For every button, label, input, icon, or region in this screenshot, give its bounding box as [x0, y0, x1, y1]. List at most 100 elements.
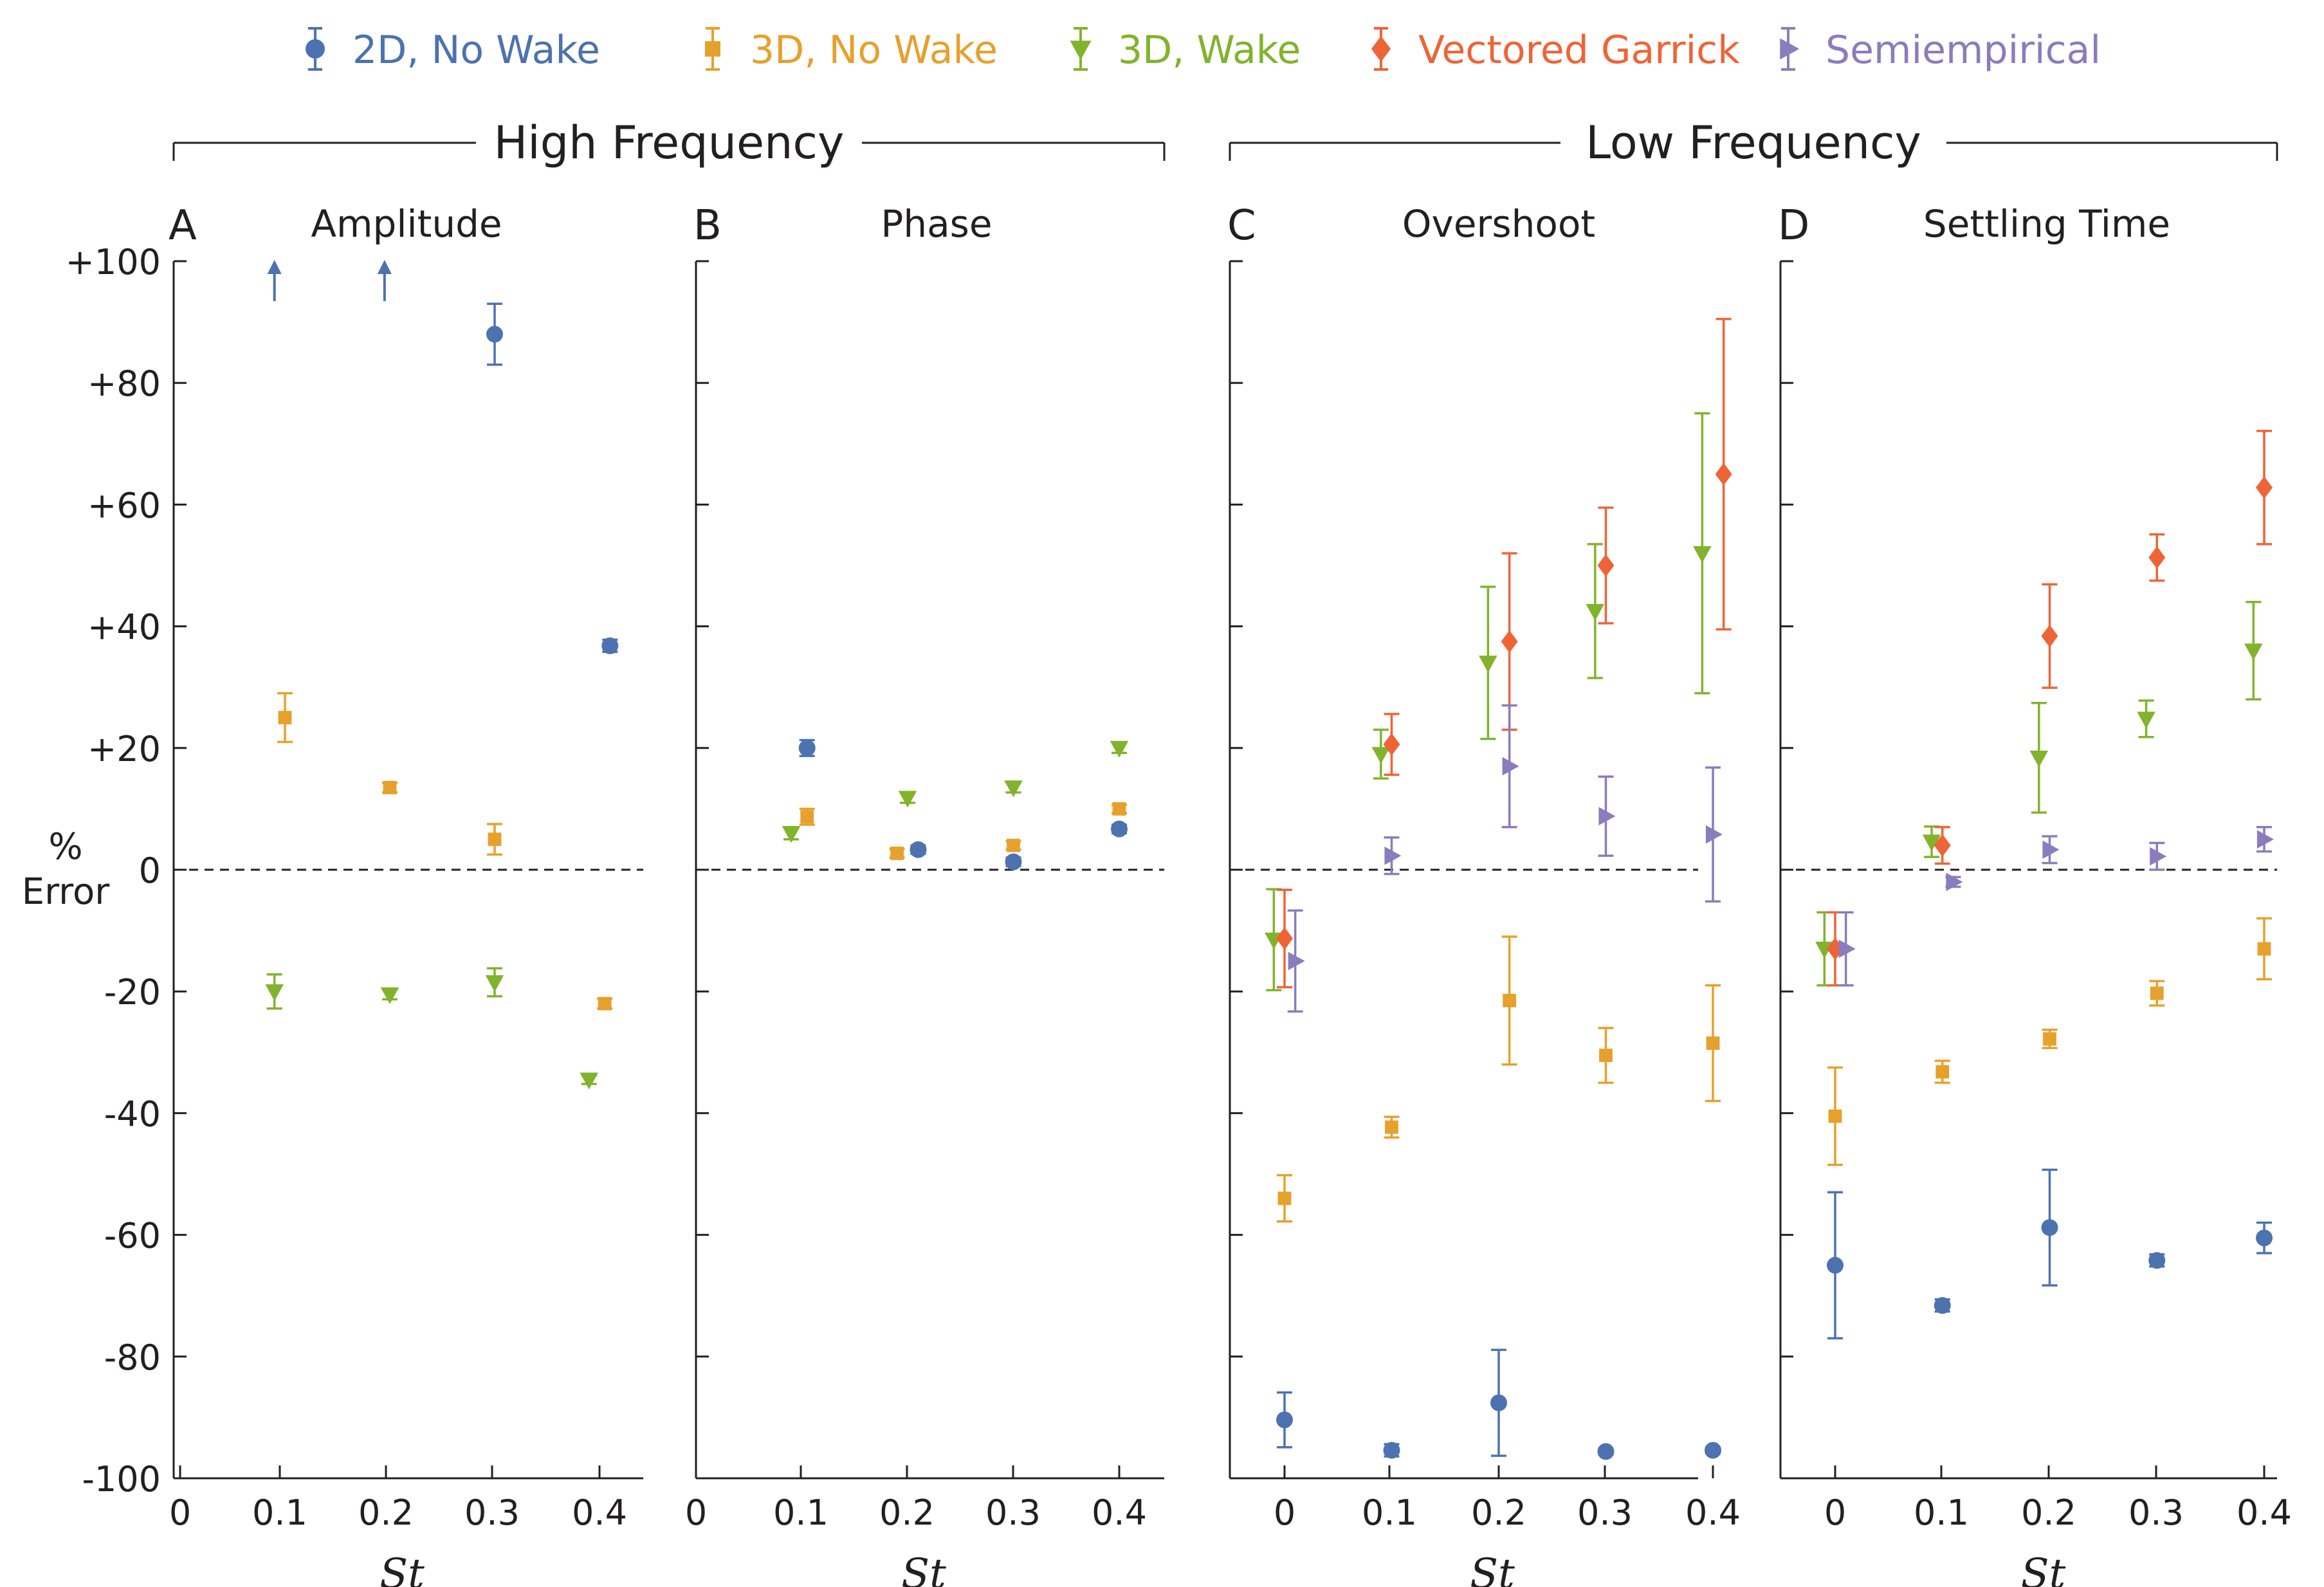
marker — [1385, 1120, 1398, 1134]
panel-overshoot: 0 0.1 0.2 0.3 0.4 St C Overshoot — [1227, 202, 1741, 1587]
panel-title: Settling Time — [1923, 202, 2170, 246]
legend-item-2d-no-wake: 2D, No Wake — [306, 27, 600, 73]
marker — [910, 841, 927, 858]
series-3d-no-wake — [1827, 917, 2272, 1166]
legend-label: 2D, No Wake — [352, 28, 600, 73]
data-point — [2149, 841, 2167, 871]
legend-item-3d-wake: 3D, Wake — [1070, 27, 1301, 73]
marker — [1715, 463, 1732, 486]
marker — [1693, 546, 1712, 564]
x-tick-label: 0.2 — [2021, 1492, 2076, 1533]
marker — [1838, 939, 1856, 959]
data-point — [1827, 1066, 1843, 1166]
legend-label: 3D, Wake — [1118, 28, 1301, 73]
marker — [1598, 807, 1616, 826]
marker — [488, 832, 502, 847]
legend-label: 3D, No Wake — [750, 28, 998, 73]
x-tick-label: 0.4 — [2237, 1492, 2292, 1533]
marker — [278, 711, 292, 724]
off-scale-arrow — [377, 260, 392, 301]
data-point — [1384, 836, 1402, 876]
series-vectored-garrick — [1827, 430, 2273, 987]
data-point — [1598, 1027, 1614, 1084]
data-point — [2256, 430, 2273, 546]
data-point — [1276, 1391, 1293, 1449]
x-tick-label: 0.1 — [252, 1492, 307, 1533]
marker — [1112, 802, 1126, 816]
data-point — [486, 302, 503, 366]
marker — [798, 739, 816, 757]
series-3d-wake — [1265, 412, 1712, 992]
marker — [1007, 838, 1020, 852]
data-point — [1110, 740, 1129, 758]
marker — [2042, 840, 2060, 859]
group-label: Low Frequency — [1586, 116, 1921, 169]
data-point — [1371, 728, 1391, 780]
data-point — [1501, 552, 1518, 731]
series-3d-no-wake — [799, 802, 1127, 860]
marker — [2043, 1032, 2056, 1046]
series-2d-no-wake — [486, 302, 619, 654]
y-axis-label-line1: % — [48, 826, 82, 868]
data-point — [889, 847, 905, 860]
marker — [580, 1072, 598, 1090]
data-point — [1501, 704, 1519, 829]
marker — [1371, 747, 1391, 764]
series-3d-wake — [1815, 601, 2263, 987]
series-2d-no-wake — [1827, 1168, 2273, 1340]
marker — [1706, 1036, 1720, 1050]
marker — [1827, 1256, 1844, 1274]
data-point — [1277, 1174, 1292, 1223]
data-point — [601, 637, 619, 654]
data-point — [799, 807, 815, 826]
data-point — [487, 823, 502, 856]
data-point — [1598, 775, 1616, 857]
panel-letter: B — [693, 202, 722, 250]
series-3d-no-wake — [1277, 935, 1721, 1223]
data-point — [2042, 1029, 2058, 1049]
marker — [1586, 603, 1605, 621]
legend-marker — [306, 39, 325, 59]
legend-marker — [1780, 38, 1800, 60]
marker — [2029, 750, 2049, 767]
data-point — [2041, 583, 2058, 689]
data-point — [382, 780, 398, 794]
panel-letter: D — [1778, 202, 1809, 250]
legend-marker — [1371, 35, 1391, 62]
x-tick-label: 0 — [1824, 1492, 1846, 1533]
marker — [1503, 993, 1517, 1007]
legend: 2D, No Wake 3D, No Wake 3D, Wake Vectored G… — [306, 27, 2101, 73]
x-tick-label: 0.3 — [985, 1492, 1041, 1533]
data-point — [1490, 1348, 1507, 1457]
series-vectored-garrick — [1276, 318, 1732, 989]
data-point — [1705, 766, 1723, 903]
y-tick-label: +100 — [66, 242, 161, 282]
data-point — [1597, 506, 1615, 625]
arrow-head — [267, 260, 282, 274]
panel-settling-time: 0 0.1 0.2 0.3 0.4 St D Settling Time — [1778, 202, 2292, 1587]
data-point — [1383, 713, 1400, 776]
x-tick-label: 0 — [1274, 1492, 1295, 1533]
x-axis-label: St — [1470, 1550, 1515, 1587]
x-tick-label: 0.3 — [464, 1492, 520, 1533]
marker — [1383, 1442, 1400, 1459]
data-point — [2256, 826, 2274, 853]
marker — [1705, 825, 1723, 844]
data-point — [1838, 911, 1856, 987]
legend-marker — [1070, 41, 1092, 60]
marker — [1597, 554, 1615, 577]
data-point — [782, 826, 801, 843]
panels: -100 -80 -60 -40 -20 0 +20 +40 +60 +80 +100 0 0.1 0.2… — [66, 202, 2292, 1587]
panel-amplitude: -100 -80 -60 -40 -20 0 +20 +40 +60 +80 +100 0 0.1 0.2… — [66, 202, 643, 1587]
data-point — [2041, 1168, 2058, 1287]
marker — [1490, 1394, 1507, 1411]
marker — [1277, 1191, 1292, 1206]
data-point — [277, 692, 293, 744]
data-point — [1287, 909, 1305, 1013]
marker — [800, 810, 814, 824]
y-tick-label: -100 — [82, 1459, 161, 1500]
marker — [485, 975, 504, 992]
data-point — [2149, 980, 2165, 1007]
legend-marker — [705, 41, 720, 57]
